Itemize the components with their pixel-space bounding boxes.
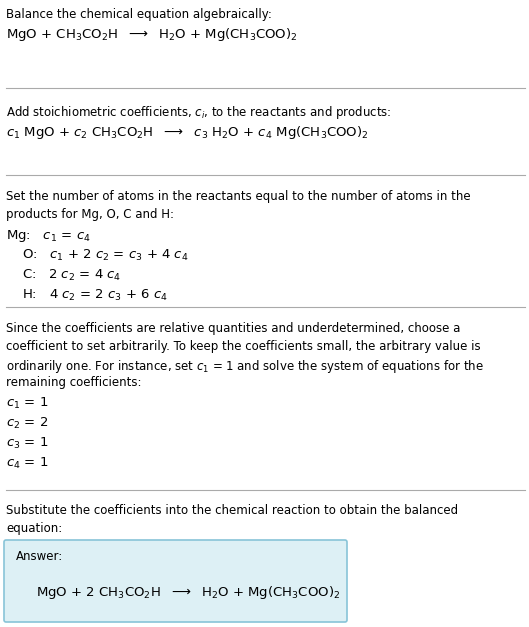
Text: Mg:   $c_1$ = $c_4$: Mg: $c_1$ = $c_4$ [6,228,90,244]
Text: coefficient to set arbitrarily. To keep the coefficients small, the arbitrary va: coefficient to set arbitrarily. To keep … [6,340,481,353]
Text: Since the coefficients are relative quantities and underdetermined, choose a: Since the coefficients are relative quan… [6,322,460,335]
Text: $c_2$ = 2: $c_2$ = 2 [6,416,48,431]
Text: equation:: equation: [6,522,62,535]
Text: H:   4 $c_2$ = 2 $c_3$ + 6 $c_4$: H: 4 $c_2$ = 2 $c_3$ + 6 $c_4$ [22,288,168,303]
Text: ordinarily one. For instance, set $c_1$ = 1 and solve the system of equations fo: ordinarily one. For instance, set $c_1$ … [6,358,484,375]
Text: $c_4$ = 1: $c_4$ = 1 [6,456,48,471]
Text: Balance the chemical equation algebraically:: Balance the chemical equation algebraica… [6,8,272,21]
Text: $c_3$ = 1: $c_3$ = 1 [6,436,48,451]
Text: Substitute the coefficients into the chemical reaction to obtain the balanced: Substitute the coefficients into the che… [6,504,458,517]
Text: MgO + CH$_3$CO$_2$H  $\longrightarrow$  H$_2$O + Mg(CH$_3$COO)$_2$: MgO + CH$_3$CO$_2$H $\longrightarrow$ H$… [6,26,298,43]
Text: products for Mg, O, C and H:: products for Mg, O, C and H: [6,208,174,221]
Text: $c_1$ = 1: $c_1$ = 1 [6,396,48,411]
Text: O:   $c_1$ + 2 $c_2$ = $c_3$ + 4 $c_4$: O: $c_1$ + 2 $c_2$ = $c_3$ + 4 $c_4$ [22,248,189,263]
Text: remaining coefficients:: remaining coefficients: [6,376,141,389]
Text: Add stoichiometric coefficients, $c_i$, to the reactants and products:: Add stoichiometric coefficients, $c_i$, … [6,104,391,121]
Text: MgO + 2 CH$_3$CO$_2$H  $\longrightarrow$  H$_2$O + Mg(CH$_3$COO)$_2$: MgO + 2 CH$_3$CO$_2$H $\longrightarrow$ … [36,584,340,601]
FancyBboxPatch shape [4,540,347,622]
Text: C:   2 $c_2$ = 4 $c_4$: C: 2 $c_2$ = 4 $c_4$ [22,268,121,283]
Text: $c_1$ MgO + $c_2$ CH$_3$CO$_2$H  $\longrightarrow$  $c_3$ H$_2$O + $c_4$ Mg(CH$_: $c_1$ MgO + $c_2$ CH$_3$CO$_2$H $\longri… [6,124,369,141]
Text: Set the number of atoms in the reactants equal to the number of atoms in the: Set the number of atoms in the reactants… [6,190,471,203]
Text: Answer:: Answer: [16,550,63,563]
